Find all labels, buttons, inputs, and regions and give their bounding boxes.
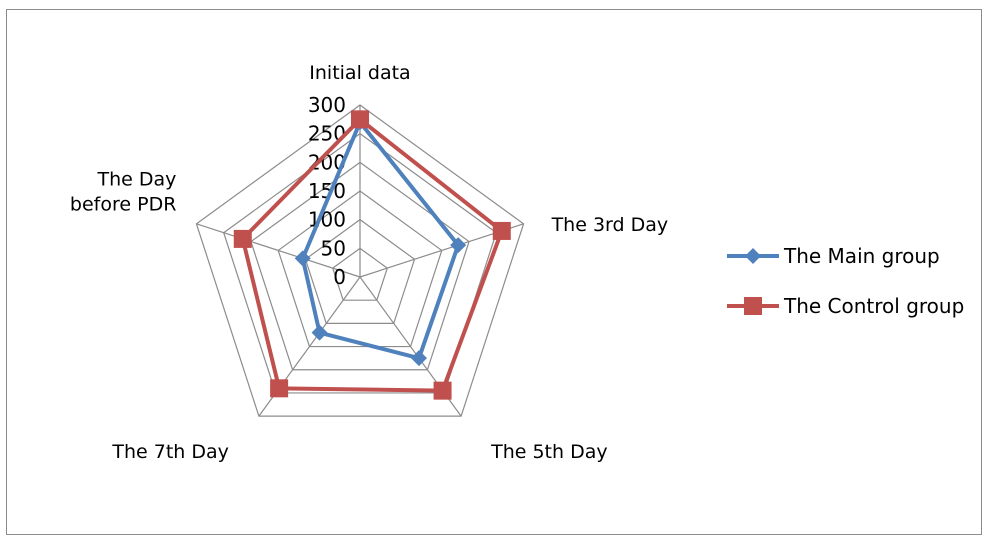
data-point [270, 379, 289, 398]
grid-ring [222, 132, 498, 394]
grid-ring [332, 247, 388, 301]
legend-label: The Control group [783, 294, 964, 318]
chart-area [6, 9, 982, 535]
grid-spoke [196, 223, 361, 278]
data-point [233, 229, 252, 248]
series-line [300, 120, 461, 361]
data-point [351, 110, 369, 129]
data-point [433, 381, 452, 400]
legend-label: The Main group [783, 244, 940, 268]
axis-label: before PDR [70, 193, 176, 215]
axis-label: The 7th Day [111, 441, 229, 463]
series-line [240, 117, 504, 393]
data-point [410, 350, 427, 367]
axis-label: Initial data [309, 62, 410, 84]
axis-label: The Day [97, 168, 177, 190]
legend-marker [745, 248, 761, 264]
grid-ring [250, 161, 470, 371]
grid-ring [304, 218, 416, 324]
data-point [492, 221, 511, 240]
tick-label: 50 [321, 236, 346, 260]
data-point [294, 250, 311, 267]
grid-ring [195, 104, 525, 417]
legend-marker [744, 297, 762, 315]
data-point [450, 237, 467, 254]
tick-label: 300 [308, 93, 346, 117]
tick-label: 0 [333, 265, 346, 289]
data-point [311, 324, 328, 341]
grid-ring [277, 190, 443, 348]
axis-label: The 3rd Day [551, 214, 669, 236]
axis-label: The 5th Day [490, 441, 608, 463]
